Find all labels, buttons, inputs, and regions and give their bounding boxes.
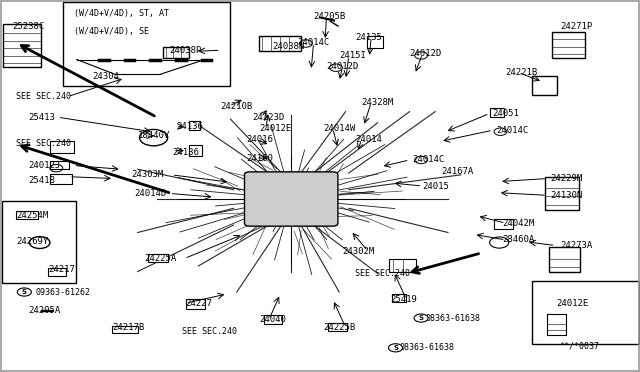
Text: 24302M: 24302M	[342, 247, 374, 256]
Text: 24014: 24014	[355, 135, 382, 144]
Text: S: S	[22, 289, 27, 295]
Text: 25413: 25413	[29, 113, 56, 122]
Text: 24042M: 24042M	[502, 219, 534, 228]
Bar	[112, 326, 138, 333]
Text: SEE SEC.240: SEE SEC.240	[182, 327, 237, 336]
Text: 24014C: 24014C	[496, 126, 528, 135]
Text: 24205B: 24205B	[314, 12, 346, 21]
Circle shape	[17, 288, 31, 296]
Text: 24014W: 24014W	[323, 124, 355, 133]
Bar	[50, 161, 69, 169]
Text: 24303M: 24303M	[131, 170, 163, 179]
Text: ^^/*0037: ^^/*0037	[560, 341, 600, 350]
Text: SEE SEC.240: SEE SEC.240	[355, 269, 410, 278]
Text: SEE SEC.240: SEE SEC.240	[16, 139, 71, 148]
Bar	[48, 268, 66, 276]
Bar	[532, 281, 639, 344]
Text: 24130N: 24130N	[550, 191, 582, 200]
Text: 09363-61262: 09363-61262	[35, 288, 90, 296]
Text: 2415I: 2415I	[339, 51, 366, 60]
Bar	[264, 315, 282, 324]
Text: 24225A: 24225A	[144, 254, 176, 263]
Bar	[545, 177, 579, 210]
Text: 24136: 24136	[173, 148, 200, 157]
Text: 24136: 24136	[176, 122, 203, 131]
Bar	[163, 47, 189, 58]
Bar	[16, 211, 38, 219]
Text: 24135: 24135	[355, 33, 382, 42]
Text: 08363-61638: 08363-61638	[400, 343, 455, 352]
Bar	[3, 24, 41, 67]
Bar	[392, 294, 406, 302]
Text: 25418: 25418	[29, 176, 56, 185]
Text: 24167A: 24167A	[442, 167, 474, 176]
Text: 24221B: 24221B	[506, 68, 538, 77]
Bar	[189, 121, 200, 130]
Bar	[547, 314, 566, 335]
Text: 28460A: 28460A	[502, 235, 534, 244]
Bar	[186, 299, 205, 309]
Text: 24273A: 24273A	[560, 241, 592, 250]
Bar	[494, 219, 513, 229]
Text: 24254M: 24254M	[16, 211, 48, 220]
Text: 24227: 24227	[186, 299, 212, 308]
Bar	[50, 174, 72, 184]
Text: (W/4D+V/4D), SE: (W/4D+V/4D), SE	[74, 27, 148, 36]
Text: S: S	[393, 345, 398, 351]
Text: 24205A: 24205A	[29, 306, 61, 315]
Bar	[50, 141, 74, 153]
Text: S: S	[419, 315, 424, 321]
Circle shape	[388, 344, 403, 352]
Text: SEE SEC.240: SEE SEC.240	[16, 92, 71, 101]
Bar	[389, 259, 416, 272]
Text: 18440V: 18440V	[138, 131, 170, 140]
Bar	[189, 145, 202, 156]
Bar	[328, 323, 347, 331]
Text: 24225B: 24225B	[323, 323, 355, 332]
Text: 24012E: 24012E	[259, 124, 291, 133]
Text: (W/4D+V/4D), ST, AT: (W/4D+V/4D), ST, AT	[74, 9, 168, 17]
Text: 24229M: 24229M	[550, 174, 582, 183]
Text: 24014C: 24014C	[298, 38, 330, 47]
Text: 24038P: 24038P	[170, 46, 202, 55]
Bar	[552, 32, 585, 58]
Text: 24012J: 24012J	[29, 161, 61, 170]
Text: 24217: 24217	[48, 265, 75, 274]
Text: 24014C: 24014C	[413, 155, 445, 164]
Text: 24160: 24160	[246, 154, 273, 163]
Text: 24012D: 24012D	[410, 49, 442, 58]
Text: 24015: 24015	[422, 182, 449, 190]
Bar	[532, 76, 557, 95]
Text: 25238C: 25238C	[13, 22, 45, 31]
Bar	[63, 2, 230, 86]
Text: 24038N: 24038N	[272, 42, 304, 51]
Text: 24014D: 24014D	[134, 189, 166, 198]
Bar	[148, 254, 168, 262]
Bar	[490, 108, 504, 117]
Circle shape	[414, 314, 428, 322]
Text: 24304: 24304	[93, 72, 120, 81]
Bar	[549, 247, 580, 272]
Text: 24210B: 24210B	[221, 102, 253, 110]
Text: 25419: 25419	[390, 295, 417, 304]
Text: 24223D: 24223D	[253, 113, 285, 122]
FancyBboxPatch shape	[244, 172, 338, 226]
Bar	[367, 36, 383, 48]
Text: 24016: 24016	[246, 135, 273, 144]
Text: 24051: 24051	[493, 109, 520, 118]
Bar	[259, 36, 301, 51]
Text: 24271P: 24271P	[560, 22, 592, 31]
Text: 24269Y: 24269Y	[16, 237, 48, 246]
Text: 08363-61638: 08363-61638	[426, 314, 481, 323]
Text: 24012D: 24012D	[326, 62, 358, 71]
Text: 24012E: 24012E	[557, 299, 589, 308]
Text: 24328M: 24328M	[362, 98, 394, 107]
Text: 24040: 24040	[259, 315, 286, 324]
Text: 24217B: 24217B	[112, 323, 144, 332]
Bar	[2, 201, 76, 283]
